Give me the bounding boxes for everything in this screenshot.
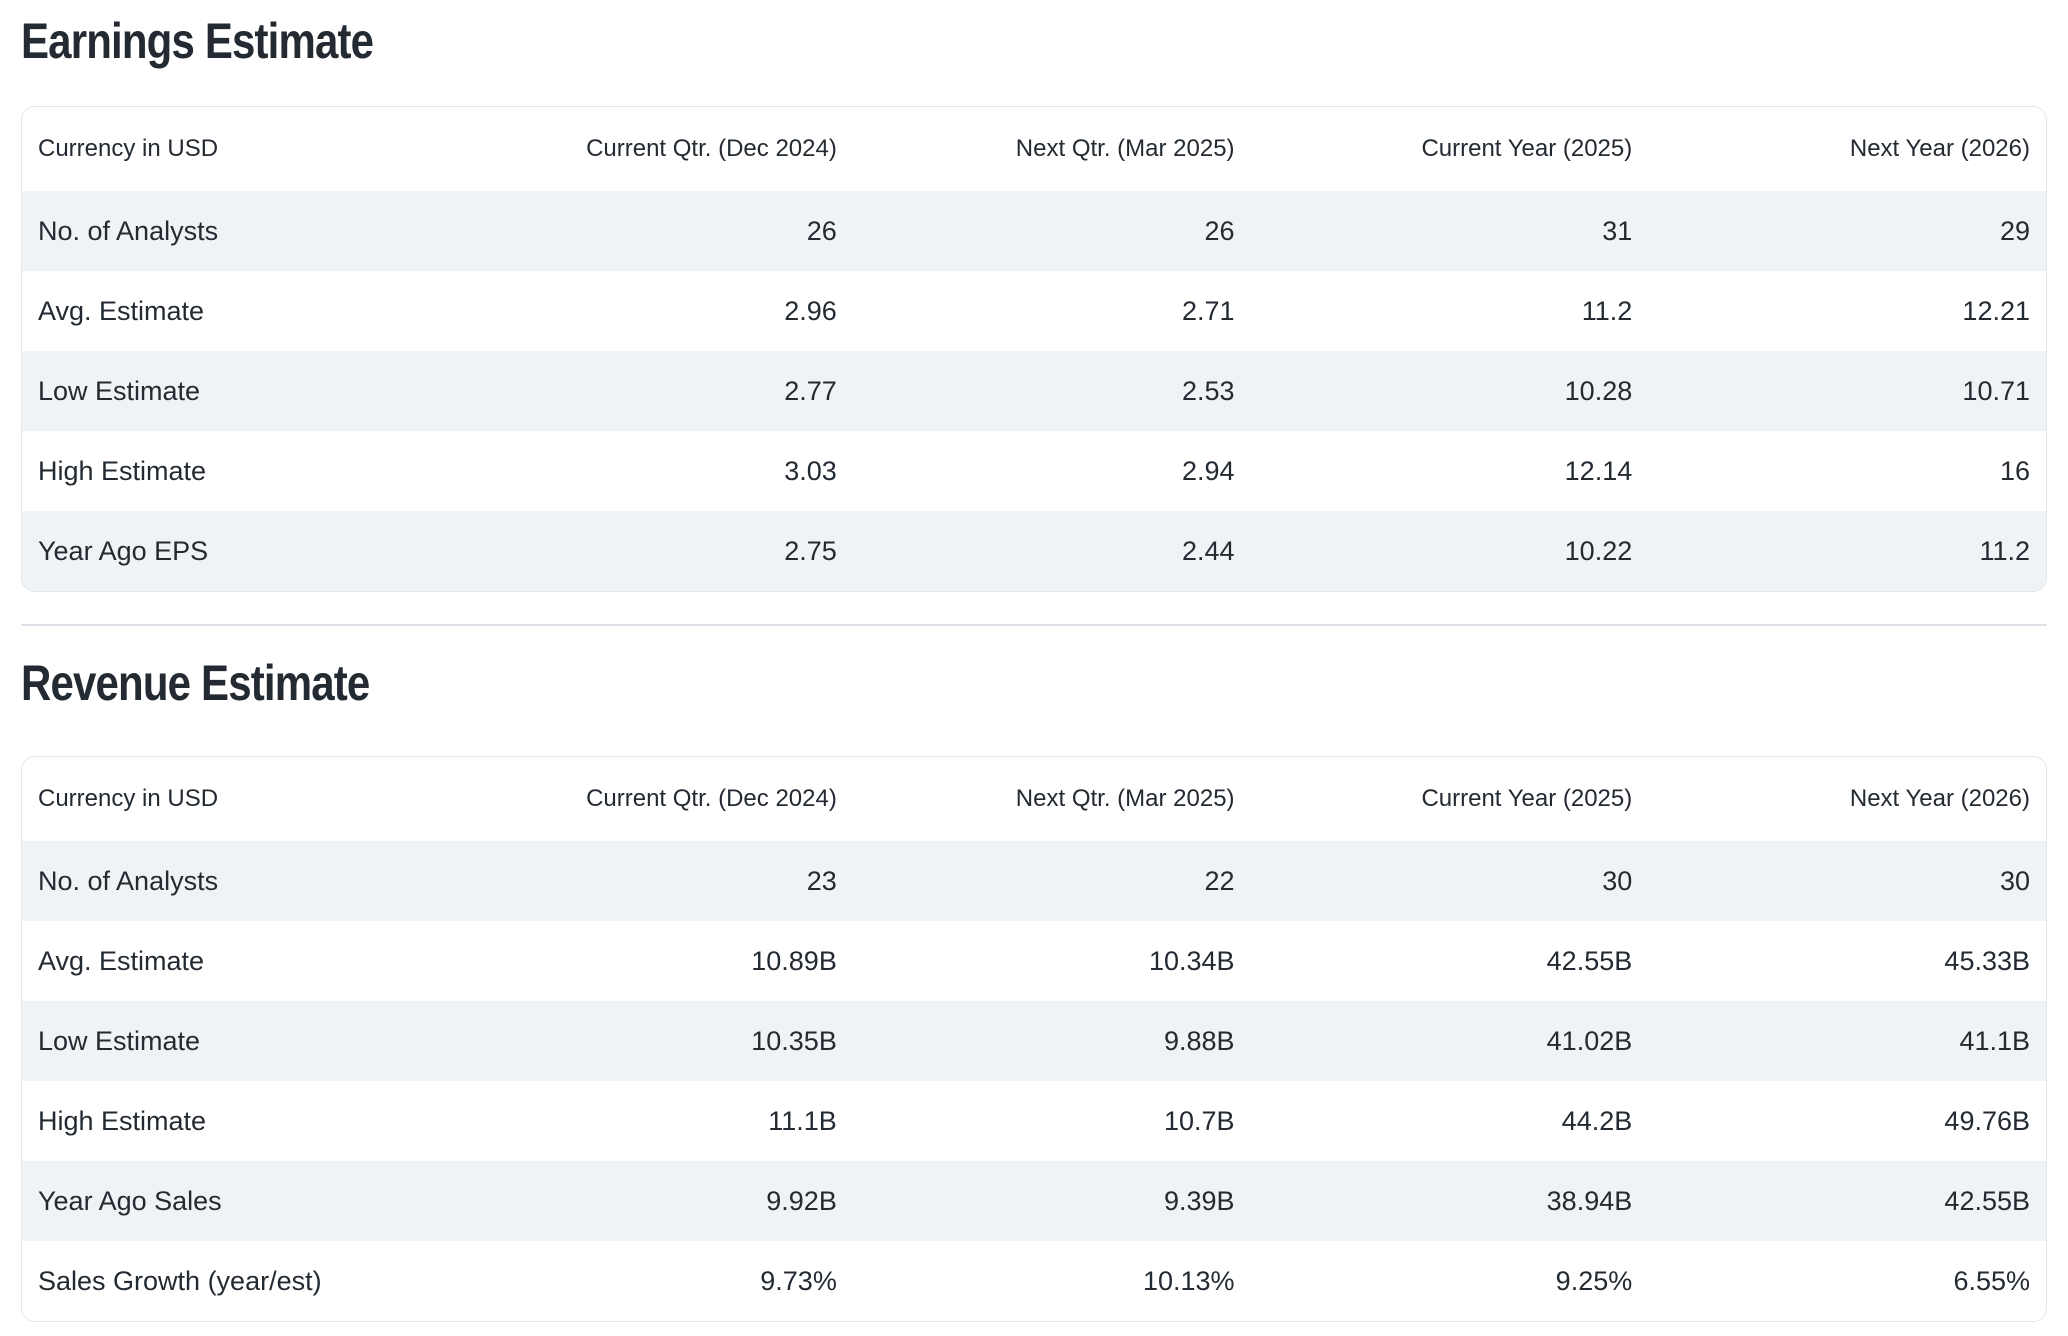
table-row-no-of-analysts: No. of Analysts 23 22 30 30 xyxy=(22,841,2046,921)
table-row-year-ago-eps: Year Ago EPS 2.75 2.44 10.22 11.2 xyxy=(22,511,2046,591)
cell-value: 30 xyxy=(1999,865,2030,896)
column-header-next-year: Next Year (2026) xyxy=(1648,757,2046,841)
cell-value: 12.21 xyxy=(1962,295,2030,326)
cell-value: 30 xyxy=(1602,865,1633,896)
column-header-current-qtr: Current Qtr. (Dec 2024) xyxy=(455,757,853,841)
cell-value: 2.94 xyxy=(1181,455,1235,486)
table-row-no-of-analysts: No. of Analysts 26 26 31 29 xyxy=(22,191,2046,271)
table-row-low-estimate: Low Estimate 2.77 2.53 10.28 10.71 xyxy=(22,351,2046,431)
cell-value: 10.35B xyxy=(751,1025,837,1056)
row-label: Sales Growth (year/est) xyxy=(38,1265,322,1296)
earnings-section-title: Earnings Estimate xyxy=(21,13,374,69)
cell-value: 10.71 xyxy=(1962,375,2030,406)
cell-value: 2.96 xyxy=(784,295,837,326)
table-row-low-estimate: Low Estimate 10.35B 9.88B 41.02B 41.1B xyxy=(22,1001,2046,1081)
currency-label: Currency in USD xyxy=(22,757,456,841)
cell-value: 26 xyxy=(806,215,837,246)
cell-value: 16 xyxy=(1999,455,2030,486)
cell-value: 9.88B xyxy=(1163,1025,1235,1056)
table-row-avg-estimate: Avg. Estimate 2.96 2.71 11.2 12.21 xyxy=(22,271,2046,351)
column-header-next-qtr: Next Qtr. (Mar 2025) xyxy=(852,107,1251,191)
cell-value: 41.1B xyxy=(1959,1025,2030,1056)
cell-value: 29 xyxy=(1999,215,2030,246)
revenue-header-row: Currency in USD Current Qtr. (Dec 2024) … xyxy=(22,757,2046,841)
cell-value: 10.34B xyxy=(1148,945,1235,976)
cell-value: 2.75 xyxy=(784,535,837,566)
cell-value: 49.76B xyxy=(1944,1105,2030,1136)
row-label: No. of Analysts xyxy=(38,215,219,246)
cell-value: 42.55B xyxy=(1944,1185,2030,1216)
cell-value: 44.2B xyxy=(1561,1105,1633,1136)
cell-value: 2.71 xyxy=(1181,295,1235,326)
cell-value: 31 xyxy=(1602,215,1633,246)
column-header-current-year: Current Year (2025) xyxy=(1250,107,1649,191)
cell-value: 9.25% xyxy=(1555,1265,1633,1296)
section-divider xyxy=(21,624,2047,626)
column-header-current-year: Current Year (2025) xyxy=(1250,757,1649,841)
cell-value: 2.44 xyxy=(1181,535,1235,566)
cell-value: 9.73% xyxy=(760,1265,837,1296)
row-label: Avg. Estimate xyxy=(38,295,205,326)
table-row-high-estimate: High Estimate 3.03 2.94 12.14 16 xyxy=(22,431,2046,511)
row-label: High Estimate xyxy=(38,1105,207,1136)
table-row-sales-growth: Sales Growth (year/est) 9.73% 10.13% 9.2… xyxy=(22,1241,2046,1321)
table-row-year-ago-sales: Year Ago Sales 9.92B 9.39B 38.94B 42.55B xyxy=(22,1161,2046,1241)
cell-value: 22 xyxy=(1204,865,1235,896)
cell-value: 11.1B xyxy=(768,1105,837,1136)
cell-value: 10.7B xyxy=(1163,1105,1235,1136)
cell-value: 9.39B xyxy=(1163,1185,1235,1216)
revenue-estimate-section: Revenue Estimate Currency in USD Current… xyxy=(21,652,2047,1322)
row-label: Avg. Estimate xyxy=(38,945,205,976)
earnings-estimate-table: Currency in USD Current Qtr. (Dec 2024) … xyxy=(22,107,2046,591)
row-label: Year Ago EPS xyxy=(38,535,209,566)
cell-value: 2.77 xyxy=(784,375,837,406)
earnings-estimate-table-card: Currency in USD Current Qtr. (Dec 2024) … xyxy=(21,106,2047,592)
cell-value: 12.14 xyxy=(1564,455,1633,486)
cell-value: 23 xyxy=(806,865,837,896)
cell-value: 9.92B xyxy=(766,1185,837,1216)
row-label: High Estimate xyxy=(38,455,207,486)
cell-value: 2.53 xyxy=(1181,375,1235,406)
cell-value: 10.22 xyxy=(1564,535,1633,566)
cell-value: 26 xyxy=(1204,215,1235,246)
revenue-section-title: Revenue Estimate xyxy=(21,655,370,711)
cell-value: 10.89B xyxy=(751,945,837,976)
analyst-estimates-page: Earnings Estimate Currency in USD Curren… xyxy=(21,10,2047,1322)
cell-value: 42.55B xyxy=(1546,945,1633,976)
cell-value: 38.94B xyxy=(1546,1185,1633,1216)
cell-value: 10.13% xyxy=(1142,1265,1235,1296)
cell-value: 11.2 xyxy=(1979,535,2030,566)
cell-value: 6.55% xyxy=(1953,1265,2030,1296)
row-label: No. of Analysts xyxy=(38,865,219,896)
revenue-estimate-table: Currency in USD Current Qtr. (Dec 2024) … xyxy=(22,757,2046,1321)
table-row-high-estimate: High Estimate 11.1B 10.7B 44.2B 49.76B xyxy=(22,1081,2046,1161)
cell-value: 45.33B xyxy=(1944,945,2030,976)
cell-value: 41.02B xyxy=(1546,1025,1633,1056)
column-header-next-year: Next Year (2026) xyxy=(1648,107,2046,191)
row-label: Low Estimate xyxy=(38,375,201,406)
earnings-estimate-section: Earnings Estimate Currency in USD Curren… xyxy=(21,10,2047,592)
row-label: Year Ago Sales xyxy=(38,1185,222,1216)
currency-label: Currency in USD xyxy=(22,107,456,191)
revenue-estimate-table-card: Currency in USD Current Qtr. (Dec 2024) … xyxy=(21,756,2047,1322)
cell-value: 3.03 xyxy=(784,455,837,486)
cell-value: 11.2 xyxy=(1581,295,1633,326)
earnings-header-row: Currency in USD Current Qtr. (Dec 2024) … xyxy=(22,107,2046,191)
cell-value: 10.28 xyxy=(1564,375,1633,406)
table-row-avg-estimate: Avg. Estimate 10.89B 10.34B 42.55B 45.33… xyxy=(22,921,2046,1001)
row-label: Low Estimate xyxy=(38,1025,201,1056)
column-header-current-qtr: Current Qtr. (Dec 2024) xyxy=(455,107,853,191)
column-header-next-qtr: Next Qtr. (Mar 2025) xyxy=(852,757,1251,841)
